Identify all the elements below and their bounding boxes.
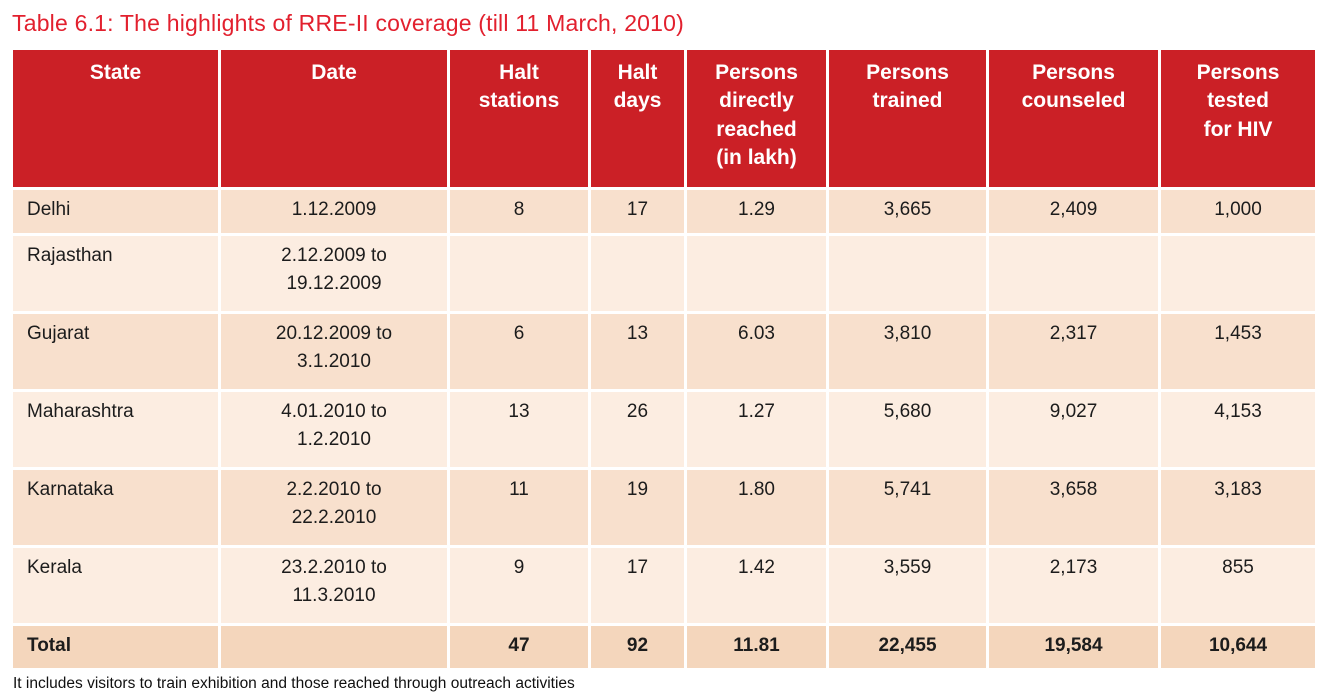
cell-date: 1.12.2009 bbox=[218, 187, 450, 236]
cell-persons-reached: 1.29 bbox=[684, 187, 829, 236]
cell-persons-tested: 855 bbox=[1158, 544, 1318, 626]
cell-halt-stations bbox=[447, 232, 591, 314]
cell-date: 4.01.2010 to 1.2.2010 bbox=[218, 388, 450, 470]
cell-persons-reached: 6.03 bbox=[684, 310, 829, 392]
cell-state: Kerala bbox=[10, 544, 221, 626]
cell-halt-stations: 47 bbox=[447, 622, 591, 671]
cell-date: 20.12.2009 to 3.1.2010 bbox=[218, 310, 450, 392]
col-header-state: State bbox=[10, 47, 221, 190]
cell-state: Maharashtra bbox=[10, 388, 221, 470]
cell-halt-days: 13 bbox=[588, 310, 687, 392]
col-header-persons-trained: Persons trained bbox=[826, 47, 989, 190]
cell-persons-reached: 1.42 bbox=[684, 544, 829, 626]
footnote: It includes visitors to train exhibition… bbox=[13, 675, 575, 692]
cell-halt-stations: 13 bbox=[447, 388, 591, 470]
cell-halt-stations: 11 bbox=[447, 466, 591, 548]
header-row: State Date Halt stations Halt days Perso… bbox=[10, 47, 1318, 190]
cell-persons-reached: 1.27 bbox=[684, 388, 829, 470]
cell-date: 23.2.2010 to 11.3.2010 bbox=[218, 544, 450, 626]
cell-date: 2.2.2010 to 22.2.2010 bbox=[218, 466, 450, 548]
cell-persons-counseled: 2,317 bbox=[986, 310, 1161, 392]
cell-persons-counseled: 2,173 bbox=[986, 544, 1161, 626]
col-header-persons-counseled: Persons counseled bbox=[986, 47, 1161, 190]
cell-persons-reached: 1.80 bbox=[684, 466, 829, 548]
cell-halt-days: 17 bbox=[588, 187, 687, 236]
table-row-karnataka: Karnataka 2.2.2010 to 22.2.2010 11 19 1.… bbox=[10, 466, 1318, 548]
cell-total-label: Total bbox=[10, 622, 221, 671]
cell-halt-stations: 8 bbox=[447, 187, 591, 236]
table-title: Table 6.1: The highlights of RRE-II cove… bbox=[12, 10, 685, 36]
cell-halt-days: 19 bbox=[588, 466, 687, 548]
cell-persons-counseled: 2,409 bbox=[986, 187, 1161, 236]
cell-state: Rajasthan bbox=[10, 232, 221, 314]
cell-state: Gujarat bbox=[10, 310, 221, 392]
cell-persons-trained: 3,559 bbox=[826, 544, 989, 626]
cell-halt-days bbox=[588, 232, 687, 314]
col-header-persons-tested: Persons tested for HIV bbox=[1158, 47, 1318, 190]
cell-persons-trained bbox=[826, 232, 989, 314]
table-row-rajasthan: Rajasthan 2.12.2009 to 19.12.2009 bbox=[10, 232, 1318, 314]
cell-persons-trained: 5,741 bbox=[826, 466, 989, 548]
cell-date bbox=[218, 622, 450, 671]
cell-halt-days: 26 bbox=[588, 388, 687, 470]
col-header-halt-days: Halt days bbox=[588, 47, 687, 190]
col-header-halt-stations: Halt stations bbox=[447, 47, 591, 190]
cell-persons-reached: 11.81 bbox=[684, 622, 829, 671]
cell-persons-tested: 1,000 bbox=[1158, 187, 1318, 236]
cell-persons-trained: 3,810 bbox=[826, 310, 989, 392]
cell-persons-tested: 3,183 bbox=[1158, 466, 1318, 548]
cell-halt-stations: 9 bbox=[447, 544, 591, 626]
cell-persons-counseled: 3,658 bbox=[986, 466, 1161, 548]
table-row-maharashtra: Maharashtra 4.01.2010 to 1.2.2010 13 26 … bbox=[10, 388, 1318, 470]
cell-persons-tested: 1,453 bbox=[1158, 310, 1318, 392]
cell-state: Karnataka bbox=[10, 466, 221, 548]
cell-persons-counseled: 9,027 bbox=[986, 388, 1161, 470]
cell-persons-trained: 5,680 bbox=[826, 388, 989, 470]
coverage-table: State Date Halt stations Halt days Perso… bbox=[10, 47, 1318, 671]
cell-persons-tested: 4,153 bbox=[1158, 388, 1318, 470]
table-row-kerala: Kerala 23.2.2010 to 11.3.2010 9 17 1.42 … bbox=[10, 544, 1318, 626]
cell-halt-days: 17 bbox=[588, 544, 687, 626]
table-row-total: Total 47 92 11.81 22,455 19,584 10,644 bbox=[10, 622, 1318, 671]
col-header-persons-reached: Persons directly reached (in lakh) bbox=[684, 47, 829, 190]
table-row-delhi: Delhi 1.12.2009 8 17 1.29 3,665 2,409 1,… bbox=[10, 187, 1318, 236]
cell-persons-tested bbox=[1158, 232, 1318, 314]
cell-persons-trained: 3,665 bbox=[826, 187, 989, 236]
col-header-date: Date bbox=[218, 47, 450, 190]
cell-state: Delhi bbox=[10, 187, 221, 236]
cell-halt-days: 92 bbox=[588, 622, 687, 671]
cell-halt-stations: 6 bbox=[447, 310, 591, 392]
cell-persons-counseled: 19,584 bbox=[986, 622, 1161, 671]
table-row-gujarat: Gujarat 20.12.2009 to 3.1.2010 6 13 6.03… bbox=[10, 310, 1318, 392]
cell-persons-tested: 10,644 bbox=[1158, 622, 1318, 671]
cell-persons-counseled bbox=[986, 232, 1161, 314]
cell-persons-trained: 22,455 bbox=[826, 622, 989, 671]
cell-date: 2.12.2009 to 19.12.2009 bbox=[218, 232, 450, 314]
cell-persons-reached bbox=[684, 232, 829, 314]
